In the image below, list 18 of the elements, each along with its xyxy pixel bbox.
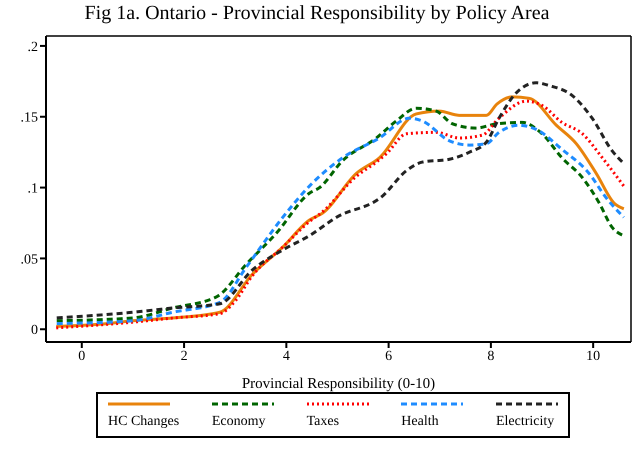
- x-tick-label: 4: [282, 348, 290, 364]
- x-tick-label: 6: [385, 348, 392, 364]
- legend-label: HC Changes: [108, 414, 180, 430]
- chart-title: Fig 1a. Ontario - Provincial Responsibility by Policy Area: [84, 2, 550, 25]
- x-tick-label: 10: [586, 348, 600, 364]
- x-tick-label: 8: [487, 348, 494, 364]
- legend-label: Taxes: [306, 414, 340, 430]
- y-tick-label: .1: [28, 182, 38, 197]
- y-tick-label: .05: [20, 252, 38, 268]
- y-tick-label: .15: [20, 110, 38, 126]
- legend-label: Economy: [212, 414, 266, 430]
- x-tick-label: 0: [78, 348, 86, 364]
- y-tick-label: .2: [28, 40, 38, 55]
- y-tick-label: 0: [31, 323, 38, 338]
- x-tick-label: 2: [180, 348, 188, 364]
- legend-label: Health: [401, 414, 439, 430]
- legend-label: Electricity: [496, 414, 554, 430]
- x-axis-title: Provincial Responsibility (0-10): [242, 376, 436, 392]
